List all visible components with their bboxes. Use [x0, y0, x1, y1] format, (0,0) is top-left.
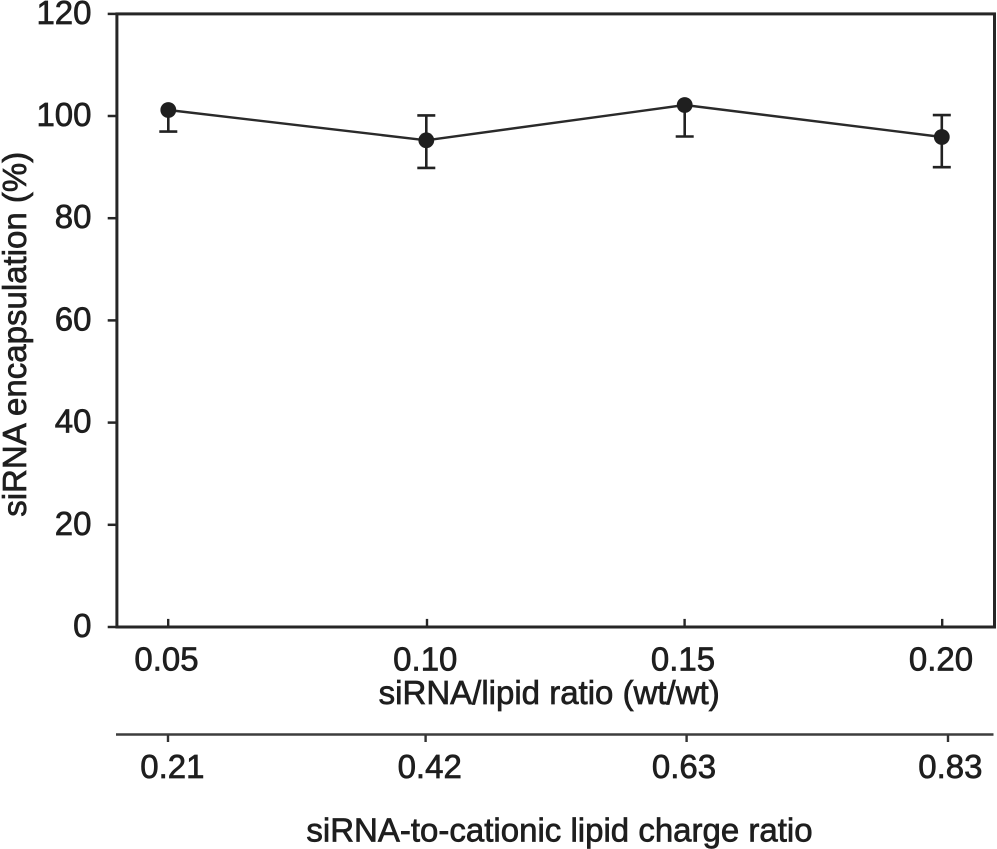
svg-text:0.21: 0.21	[140, 748, 204, 785]
svg-text:40: 40	[55, 403, 92, 440]
svg-text:60: 60	[55, 300, 92, 337]
svg-text:0.63: 0.63	[652, 748, 716, 785]
svg-text:0: 0	[73, 607, 91, 644]
svg-text:0.83: 0.83	[918, 748, 982, 785]
svg-text:0.20: 0.20	[909, 641, 973, 678]
svg-text:20: 20	[55, 505, 92, 542]
svg-text:siRNA encapsulation (%): siRNA encapsulation (%)	[0, 152, 33, 517]
svg-text:100: 100	[36, 96, 91, 133]
svg-text:0.05: 0.05	[134, 641, 198, 678]
svg-text:0.10: 0.10	[393, 641, 457, 678]
svg-text:120: 120	[36, 0, 91, 31]
svg-text:siRNA/lipid ratio (wt/wt): siRNA/lipid ratio (wt/wt)	[379, 674, 720, 711]
svg-text:siRNA-to-cationic lipid charge: siRNA-to-cationic lipid charge ratio	[306, 812, 812, 849]
svg-text:80: 80	[55, 198, 92, 235]
svg-text:0.42: 0.42	[398, 748, 462, 785]
svg-text:0.15: 0.15	[651, 641, 715, 678]
